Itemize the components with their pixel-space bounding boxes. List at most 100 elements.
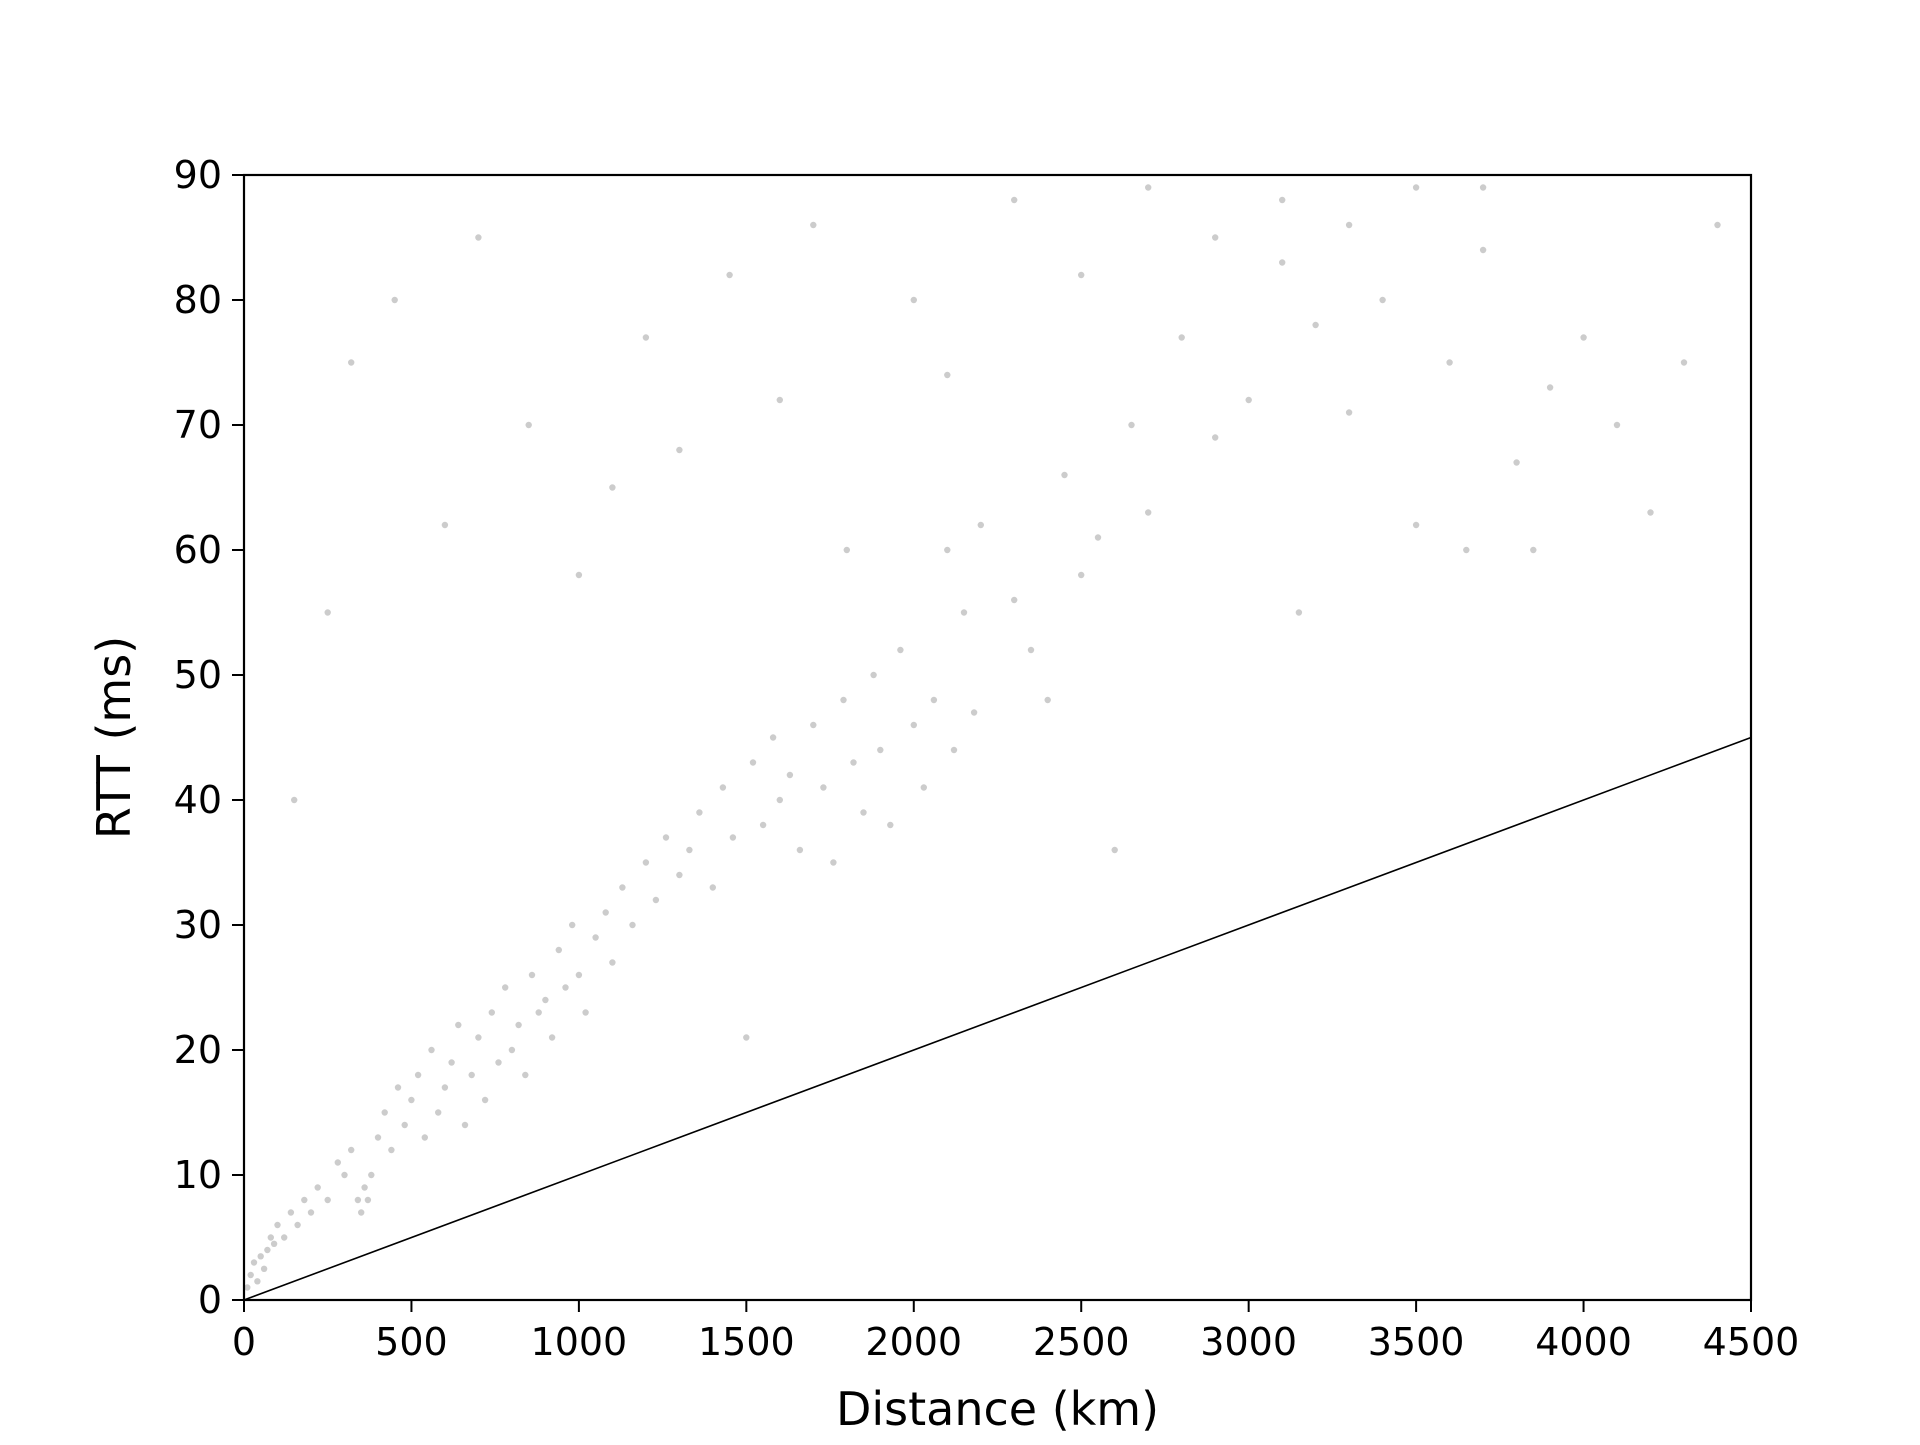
data-point xyxy=(1094,534,1102,541)
reference-line xyxy=(243,736,1752,1301)
data-point xyxy=(776,796,783,804)
data-point xyxy=(1061,471,1068,479)
data-point xyxy=(609,484,616,491)
data-point xyxy=(1412,184,1420,191)
data-point xyxy=(1647,509,1654,516)
data-point xyxy=(270,1240,278,1248)
data-point xyxy=(870,671,877,679)
x-axis: 0 500 1000 1500 2000 2500 3000 3500 4000 4500 xyxy=(232,1300,1799,1364)
data-point xyxy=(247,1271,254,1279)
data-point xyxy=(374,1134,382,1141)
data-point xyxy=(944,371,951,379)
data-point xyxy=(324,609,331,616)
data-point xyxy=(944,546,951,554)
data-point xyxy=(314,1184,321,1191)
data-point xyxy=(843,546,850,554)
data-point xyxy=(810,221,817,229)
data-point xyxy=(441,1084,449,1091)
data-point xyxy=(860,809,867,816)
data-point xyxy=(592,934,599,941)
data-point xyxy=(786,771,794,779)
data-point xyxy=(1312,321,1319,329)
data-point xyxy=(1546,384,1554,391)
data-point xyxy=(810,721,817,729)
data-point xyxy=(562,984,569,991)
data-point xyxy=(388,1146,395,1154)
data-point xyxy=(920,784,927,791)
data-point xyxy=(759,821,767,829)
data-point xyxy=(1345,409,1353,416)
x-tick-label: 4000 xyxy=(1535,1320,1632,1364)
data-point xyxy=(254,1278,261,1285)
y-axis: 0 10 20 30 40 50 60 70 80 90 xyxy=(174,153,244,1322)
y-tick-label: 10 xyxy=(174,1153,222,1197)
data-point xyxy=(348,1146,355,1154)
data-point xyxy=(602,909,609,916)
data-point xyxy=(281,1234,288,1241)
data-point xyxy=(582,1009,589,1016)
data-point xyxy=(776,396,783,404)
data-point xyxy=(461,1121,469,1129)
data-point xyxy=(686,846,693,854)
y-tick-label: 80 xyxy=(174,278,222,322)
data-point xyxy=(448,1059,455,1066)
x-axis-label: Distance (km) xyxy=(836,1382,1159,1436)
data-point xyxy=(495,1059,502,1066)
data-point xyxy=(301,1196,308,1204)
data-point xyxy=(455,1021,462,1029)
data-point xyxy=(1479,246,1487,254)
data-point xyxy=(1212,434,1219,441)
data-point xyxy=(1580,334,1587,341)
x-tick-label: 2500 xyxy=(1033,1320,1130,1364)
data-point xyxy=(743,1034,750,1041)
y-axis-label: RTT (ms) xyxy=(87,636,141,839)
data-point xyxy=(1145,509,1152,516)
data-point xyxy=(468,1071,475,1079)
data-point xyxy=(1128,421,1135,429)
data-point xyxy=(1078,571,1085,579)
data-point xyxy=(525,421,532,429)
data-point xyxy=(729,834,737,841)
data-point xyxy=(381,1109,388,1116)
data-point xyxy=(575,971,583,979)
data-point xyxy=(364,1196,372,1204)
data-point xyxy=(257,1253,264,1260)
data-point xyxy=(575,571,583,579)
data-point xyxy=(488,1009,495,1016)
plot-frame xyxy=(242,173,1753,1302)
data-point xyxy=(287,1209,295,1216)
data-point xyxy=(502,984,509,991)
data-point xyxy=(1446,359,1453,366)
data-point xyxy=(368,1171,375,1179)
data-point xyxy=(1044,696,1051,704)
data-point xyxy=(294,1221,301,1229)
data-point xyxy=(394,1084,402,1091)
data-point xyxy=(428,1046,435,1054)
data-point xyxy=(260,1265,268,1273)
data-point xyxy=(1680,359,1688,366)
data-point xyxy=(719,784,727,791)
x-tick-label: 0 xyxy=(232,1320,256,1364)
data-point xyxy=(1530,546,1537,554)
x-tick-label: 3000 xyxy=(1200,1320,1297,1364)
data-point xyxy=(840,696,847,704)
data-point xyxy=(652,896,660,904)
data-point xyxy=(475,234,482,241)
data-point xyxy=(960,609,968,616)
data-point xyxy=(548,1034,556,1041)
data-point xyxy=(307,1209,315,1216)
data-point xyxy=(250,1259,258,1266)
x-tick-label: 1000 xyxy=(531,1320,628,1364)
data-point xyxy=(910,296,917,304)
data-point xyxy=(569,921,576,929)
data-point xyxy=(1463,546,1470,554)
data-point xyxy=(1178,334,1185,341)
x-tick-label: 4500 xyxy=(1703,1320,1800,1364)
x-tick-label: 500 xyxy=(375,1320,448,1364)
data-point xyxy=(414,1071,422,1079)
data-point xyxy=(796,846,804,854)
y-tick-label: 50 xyxy=(174,653,222,697)
data-point xyxy=(820,784,827,791)
